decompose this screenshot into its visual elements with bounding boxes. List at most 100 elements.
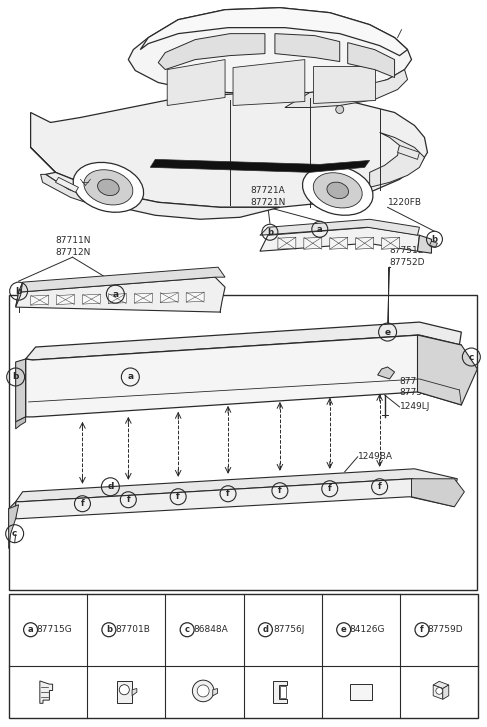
Polygon shape: [31, 295, 49, 305]
Polygon shape: [213, 688, 218, 696]
Bar: [280, 686, 286, 698]
Polygon shape: [186, 292, 204, 302]
Polygon shape: [330, 237, 348, 249]
Polygon shape: [150, 159, 370, 172]
Text: f: f: [127, 495, 130, 505]
Text: f: f: [176, 492, 180, 501]
Polygon shape: [285, 70, 408, 108]
Polygon shape: [433, 685, 443, 699]
Text: f: f: [80, 499, 84, 508]
Text: 87721A
87721N: 87721A 87721N: [250, 187, 285, 207]
Polygon shape: [109, 294, 126, 304]
Text: 86848A: 86848A: [193, 625, 228, 634]
Text: c: c: [12, 529, 18, 538]
Text: b: b: [13, 372, 19, 382]
Ellipse shape: [327, 182, 349, 198]
Text: b: b: [267, 228, 273, 237]
Polygon shape: [9, 505, 19, 549]
Text: 87756J: 87756J: [273, 625, 304, 634]
Polygon shape: [397, 145, 419, 159]
Text: 1249LJ: 1249LJ: [399, 403, 430, 411]
Text: f: f: [328, 484, 332, 493]
Circle shape: [336, 105, 344, 113]
Polygon shape: [356, 237, 374, 249]
Polygon shape: [275, 33, 340, 62]
Text: 1220FB: 1220FB: [388, 198, 422, 207]
Polygon shape: [313, 65, 375, 103]
Text: 87701B: 87701B: [115, 625, 150, 634]
Polygon shape: [260, 220, 419, 236]
Circle shape: [197, 685, 209, 697]
Text: 87711N
87712N: 87711N 87712N: [56, 236, 91, 257]
Text: f: f: [278, 486, 282, 495]
Circle shape: [436, 688, 443, 694]
Polygon shape: [26, 322, 461, 360]
Polygon shape: [430, 241, 437, 247]
Text: 87755B
87756G: 87755B 87756G: [399, 377, 435, 398]
Polygon shape: [16, 469, 457, 502]
Polygon shape: [129, 8, 412, 94]
Text: c: c: [185, 625, 189, 634]
Bar: [9, 593, 478, 718]
Polygon shape: [273, 681, 287, 703]
Ellipse shape: [313, 173, 362, 208]
Ellipse shape: [73, 162, 144, 212]
Circle shape: [192, 680, 214, 702]
Text: 1249BA: 1249BA: [357, 452, 393, 462]
Polygon shape: [433, 681, 449, 688]
Polygon shape: [16, 277, 225, 312]
Polygon shape: [260, 228, 419, 252]
Text: 84126G: 84126G: [350, 625, 385, 634]
Bar: [116, 681, 132, 703]
Ellipse shape: [84, 169, 133, 205]
Text: a: a: [317, 225, 322, 234]
Polygon shape: [56, 177, 78, 193]
Polygon shape: [167, 60, 225, 105]
Polygon shape: [377, 367, 394, 379]
Polygon shape: [9, 502, 16, 531]
Circle shape: [119, 685, 130, 695]
Text: b: b: [431, 235, 437, 244]
Text: 87751D
87752D: 87751D 87752D: [390, 246, 425, 268]
Polygon shape: [16, 479, 454, 518]
Text: f: f: [420, 625, 424, 634]
Polygon shape: [31, 94, 428, 207]
Ellipse shape: [302, 166, 373, 215]
Polygon shape: [26, 335, 461, 417]
Text: b: b: [106, 625, 112, 634]
Polygon shape: [382, 237, 399, 249]
Polygon shape: [82, 294, 100, 304]
Polygon shape: [19, 268, 225, 292]
Text: d: d: [262, 625, 268, 634]
Polygon shape: [16, 417, 26, 429]
Polygon shape: [417, 236, 431, 253]
Polygon shape: [40, 681, 53, 703]
Text: d: d: [107, 482, 113, 491]
Text: 87715G: 87715G: [36, 625, 72, 634]
Text: a: a: [28, 625, 34, 634]
Polygon shape: [443, 685, 449, 699]
Polygon shape: [46, 172, 280, 220]
Text: f: f: [226, 489, 230, 498]
Polygon shape: [132, 688, 137, 696]
Polygon shape: [304, 237, 322, 249]
Polygon shape: [56, 294, 75, 305]
Bar: [9, 295, 477, 590]
Polygon shape: [140, 8, 408, 55]
Text: b: b: [16, 286, 22, 296]
Polygon shape: [158, 33, 265, 70]
Text: a: a: [127, 372, 133, 382]
Text: a: a: [112, 289, 118, 299]
Polygon shape: [370, 132, 425, 188]
Ellipse shape: [97, 179, 119, 196]
Polygon shape: [278, 237, 296, 249]
Polygon shape: [233, 60, 305, 105]
Text: c: c: [468, 353, 474, 361]
Polygon shape: [412, 479, 465, 507]
Text: f: f: [378, 482, 381, 491]
Polygon shape: [417, 335, 477, 405]
Text: e: e: [385, 328, 391, 337]
Polygon shape: [16, 359, 26, 422]
Polygon shape: [160, 293, 178, 302]
Polygon shape: [134, 293, 152, 303]
